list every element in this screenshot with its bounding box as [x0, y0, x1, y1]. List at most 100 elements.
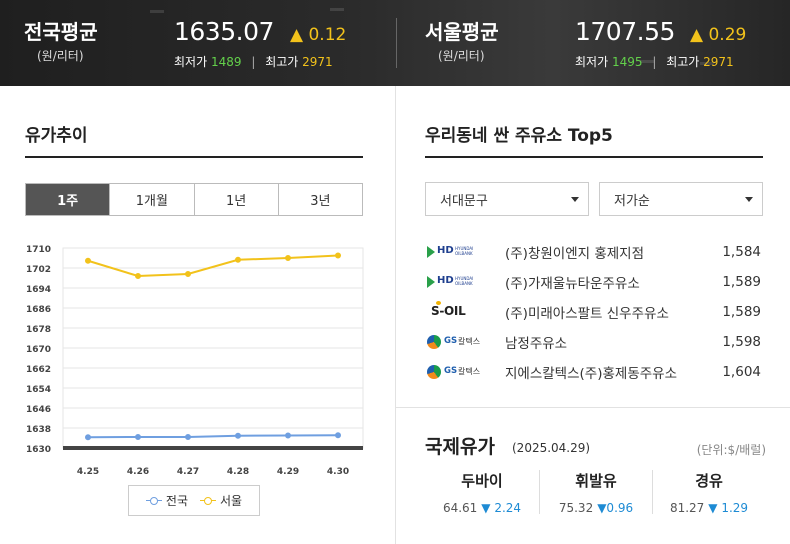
legend-marker-seoul [200, 496, 216, 506]
station-row[interactable]: GS 칼텍스 지에스칼텍스(주)홍제동주유소 1,604 [425, 361, 763, 383]
station-price: 1,589 [722, 274, 761, 290]
banner-background [0, 0, 790, 86]
region-select-value: 서대문구 [440, 193, 488, 209]
stations-title-rule [425, 156, 763, 158]
y-tick-label: 1630 [26, 445, 51, 455]
station-price: 1,584 [722, 244, 761, 260]
trend-title: 유가추이 [25, 126, 88, 146]
station-name: 지에스칼텍스(주)홍제동주유소 [505, 366, 677, 382]
legend-marker-national [145, 496, 162, 506]
chart-legend: 전국 서울 [128, 485, 260, 516]
x-tick-label: 4.25 [77, 467, 99, 477]
oil-divider [539, 470, 540, 514]
legend-item-national[interactable]: 전국 [145, 492, 188, 509]
international-oil-date: (2025.04.29) [512, 441, 591, 455]
oil-dubai: 두바이 64.61 ▼ 2.24 [426, 470, 538, 515]
tab-3-year[interactable]: 3년 [277, 184, 362, 215]
y-tick-label: 1638 [26, 425, 51, 435]
x-tick-label: 4.28 [227, 467, 249, 477]
legend-item-seoul[interactable]: 서울 [200, 492, 242, 509]
sort-select-value: 저가순 [614, 193, 650, 209]
y-tick-label: 1662 [26, 365, 51, 375]
y-tick-label: 1646 [26, 405, 51, 415]
gs-caltex-logo: GS 칼텍스 [425, 363, 487, 381]
y-tick-label: 1654 [26, 385, 51, 395]
seoul-unit: (원/리터) [438, 49, 485, 63]
station-row[interactable]: S-OIL (주)미래아스팔트 신우주유소 1,589 [425, 301, 763, 323]
national-change: ▲ 0.12 [290, 25, 347, 45]
price-trend-chart: 1710 1702 1694 1686 1678 1670 1662 1654 1646 1638… [26, 245, 364, 477]
hd-hyundai-oilbank-logo: HD HYUNDAI OILBANK [425, 273, 487, 291]
separator: | [652, 55, 657, 69]
seoul-average-title: 서울평균 [425, 20, 499, 44]
max-label: 최고가 [666, 55, 700, 69]
oil-change: ▼ 2.24 [481, 501, 522, 515]
tab-1-month[interactable]: 1개월 [109, 184, 194, 215]
x-axis-line [63, 446, 363, 450]
region-select[interactable]: 서대문구 [425, 182, 589, 216]
separator: | [251, 55, 256, 69]
station-row[interactable]: GS 칼텍스 남정주유소 1,598 [425, 331, 763, 353]
station-name: (주)창원이엔지 홍제지점 [505, 246, 645, 262]
station-row[interactable]: HD HYUNDAI OILBANK (주)창원이엔지 홍제지점 1,584 [425, 241, 763, 263]
station-price: 1,598 [722, 334, 761, 350]
station-name: 남정주유소 [505, 336, 568, 352]
y-tick-label: 1678 [26, 325, 51, 335]
oil-change: ▼0.96 [597, 501, 634, 515]
national-min-value: 1489 [210, 55, 242, 69]
national-max-value: 2971 [302, 55, 333, 69]
station-name: (주)가재울뉴타운주유소 [505, 276, 640, 292]
national-average-title: 전국평균 [24, 20, 98, 44]
stations-title: 우리동네 싼 주유소 Top5 [425, 126, 613, 146]
price-banner: 전국평균 (원/리터) 1635.07 ▲ 0.12 최저가 1489 | 최고… [0, 0, 790, 86]
y-tick-label: 1686 [26, 305, 51, 315]
s-oil-logo: S-OIL [425, 301, 487, 321]
x-tick-label: 4.29 [277, 467, 299, 477]
x-tick-label: 4.27 [177, 467, 199, 477]
oil-value: 75.32 [558, 501, 594, 515]
national-unit: (원/리터) [37, 49, 84, 63]
international-oil-unit: (단위:$/배럴) [696, 443, 766, 457]
seoul-minmax: 최저가 1495 | 최고가 2971 [575, 53, 734, 70]
section-divider [396, 407, 790, 408]
data-point [335, 432, 341, 439]
data-point [185, 271, 191, 277]
gs-caltex-logo: GS 칼텍스 [425, 333, 487, 351]
series-line [87, 434, 339, 439]
oil-gasoline: 휘발유 75.32 ▼0.96 [540, 470, 652, 515]
station-price: 1,604 [722, 364, 761, 380]
seoul-min-value: 1495 [611, 55, 643, 69]
banner-divider [396, 18, 397, 68]
tab-1-week[interactable]: 1주 [26, 184, 110, 215]
data-point [285, 255, 291, 261]
oil-name: 두바이 [461, 472, 503, 490]
station-price: 1,589 [722, 304, 761, 320]
x-tick-label: 4.26 [127, 467, 149, 477]
seoul-price: 1707.55 [575, 17, 675, 46]
oil-change: ▼ 1.29 [708, 501, 749, 515]
x-tick-label: 4.30 [327, 467, 349, 477]
national-price: 1635.07 [174, 17, 274, 46]
station-row[interactable]: HD HYUNDAI OILBANK (주)가재울뉴타운주유소 1,589 [425, 271, 763, 293]
y-tick-label: 1670 [26, 345, 51, 355]
chevron-down-icon [745, 197, 753, 202]
min-label: 최저가 [575, 55, 609, 69]
y-tick-label: 1710 [26, 245, 51, 255]
min-label: 최저가 [174, 55, 208, 69]
y-tick-label: 1694 [26, 285, 51, 295]
chevron-down-icon [571, 197, 579, 202]
data-point [185, 434, 191, 440]
series-line [87, 254, 339, 278]
max-label: 최고가 [265, 55, 299, 69]
sort-select[interactable]: 저가순 [599, 182, 763, 216]
tab-1-year[interactable]: 1년 [193, 184, 278, 215]
legend-label-seoul: 서울 [220, 494, 243, 508]
data-point [285, 432, 291, 439]
data-point [85, 434, 91, 441]
data-point [135, 434, 141, 440]
seoul-max-value: 2971 [703, 55, 734, 69]
station-name: (주)미래아스팔트 신우주유소 [505, 306, 669, 322]
data-point [235, 432, 241, 439]
seoul-change: ▲ 0.29 [690, 25, 747, 45]
panel-divider [395, 86, 396, 544]
